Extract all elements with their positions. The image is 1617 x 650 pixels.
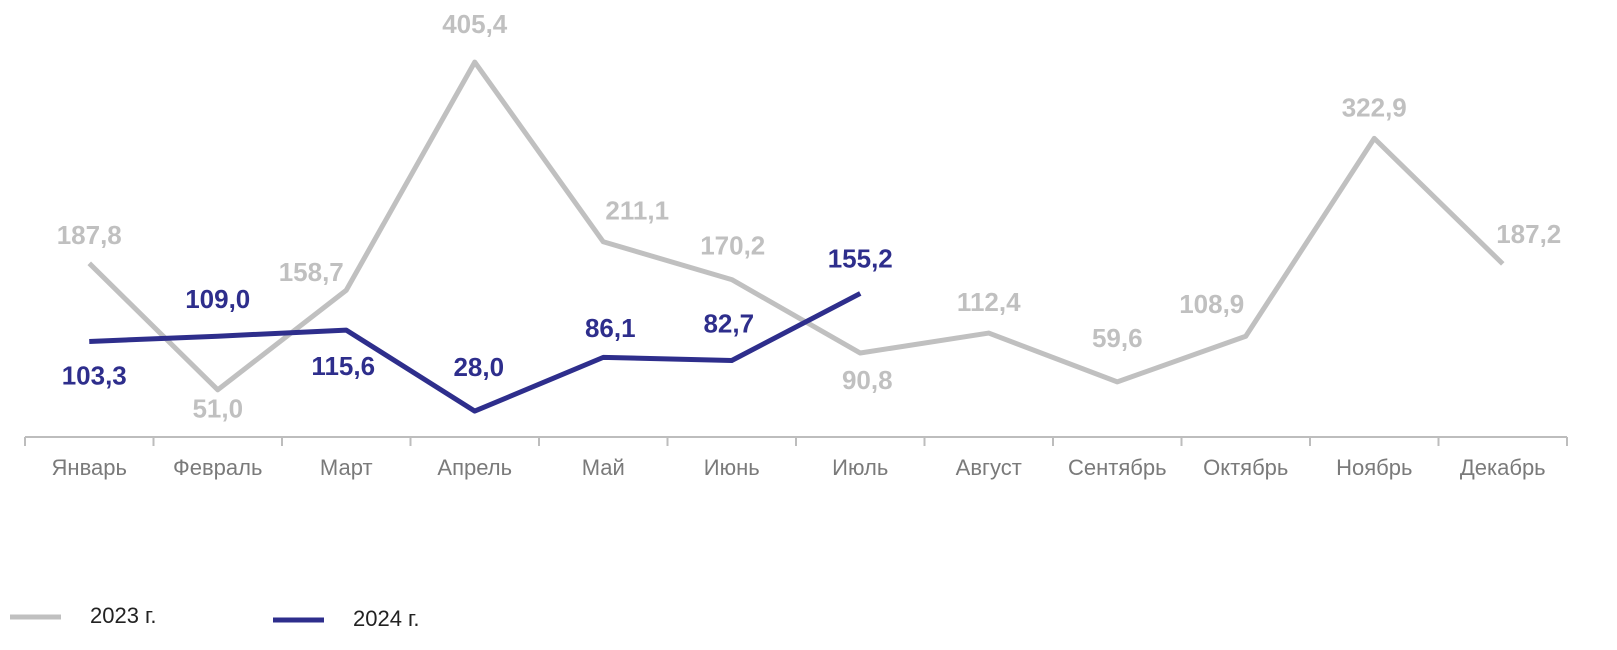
data-label: 109,0 [185, 284, 250, 314]
data-label: 211,1 [605, 196, 669, 226]
data-label: 187,8 [57, 220, 122, 250]
x-tick-label: Декабрь [1460, 455, 1546, 480]
x-tick-label: Март [320, 455, 373, 480]
data-label: 59,6 [1092, 323, 1143, 353]
data-label: 90,8 [842, 365, 893, 395]
data-label: 155,2 [828, 243, 893, 273]
x-tick-label: Ноябрь [1336, 455, 1412, 480]
data-label: 51,0 [192, 394, 243, 424]
legend-label: 2024 г. [353, 606, 420, 631]
series-line [87, 59, 1505, 393]
data-label: 115,6 [311, 351, 375, 381]
data-label: 82,7 [703, 308, 754, 338]
x-tick-label: Май [582, 455, 625, 480]
x-tick-label: Июнь [704, 455, 760, 480]
x-tick-label: Сентябрь [1068, 455, 1167, 480]
data-label: 187,2 [1496, 219, 1561, 249]
x-tick-label: Август [956, 455, 1022, 480]
data-label: 28,0 [453, 352, 504, 382]
x-tick-label: Апрель [437, 455, 512, 480]
series-line [89, 291, 862, 414]
x-tick-label: Январь [52, 455, 127, 480]
data-label: 158,7 [279, 257, 344, 287]
data-label: 170,2 [700, 230, 765, 260]
data-label: 86,1 [585, 313, 636, 343]
data-label: 103,3 [62, 360, 127, 390]
x-tick-label: Октябрь [1203, 455, 1288, 480]
legend-label: 2023 г. [90, 603, 157, 628]
x-tick-label: Июль [832, 455, 888, 480]
data-label: 322,9 [1342, 92, 1407, 122]
data-label: 405,4 [442, 9, 508, 39]
data-label: 112,4 [957, 287, 1021, 317]
x-tick-label: Февраль [173, 455, 262, 480]
data-label: 108,9 [1179, 289, 1244, 319]
